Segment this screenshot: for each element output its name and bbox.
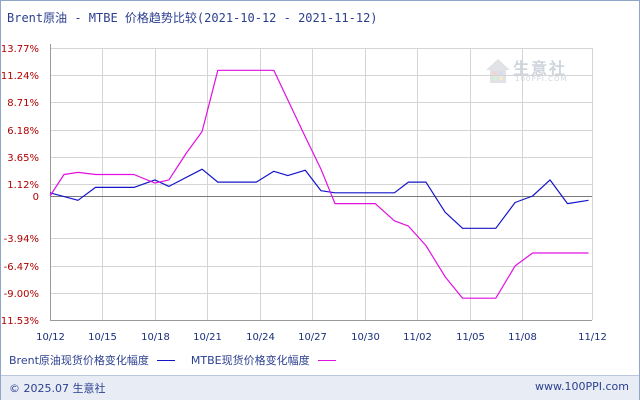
watermark-logo: 生意社 100PPI.COM	[485, 55, 585, 89]
y-tick-label: 6.18%	[7, 126, 39, 137]
x-tick-label: 10/24	[246, 332, 275, 343]
footer-url-link[interactable]: www.100PPI.com	[535, 380, 629, 393]
legend-swatch-brent	[156, 359, 175, 361]
x-tick-label: 11/02	[403, 332, 432, 343]
x-tick-label: 10/18	[141, 332, 170, 343]
chart-title: Brent原油 - MTBE 价格趋势比较(2021-10-12 - 2021-…	[7, 11, 378, 25]
legend-swatch-mtbe	[317, 359, 336, 361]
x-tick-label: 10/27	[298, 332, 327, 343]
watermark-url: 100PPI.COM	[515, 75, 568, 83]
x-tick-label: 10/30	[351, 332, 380, 343]
y-tick-label: 1.12%	[7, 180, 39, 191]
x-tick-label: 11/12	[578, 332, 607, 343]
series-line-mtbe	[49, 69, 589, 299]
y-tick-label: 13.77%	[1, 44, 39, 55]
y-tick-label: 3.65%	[7, 153, 39, 164]
footer-copyright: © 2025.07 生意社	[9, 382, 106, 395]
legend-label-mtbe: MTBE现货价格变化幅度	[190, 354, 310, 367]
series-line-brent	[49, 168, 589, 229]
legend-item-brent: Brent原油现货价格变化幅度	[9, 352, 175, 368]
line-chart: 13.77% 11.24% 8.71% 6.18% 3.65% 1.12%0 -3.94% -…	[1, 44, 607, 343]
x-tick-label: 11/08	[508, 332, 537, 343]
watermark-name: 生意社	[513, 59, 568, 78]
legend-label-brent: Brent原油现货价格变化幅度	[9, 354, 149, 367]
y-tick-label: -11.53%	[1, 316, 39, 327]
y-tick-label: 0	[33, 192, 39, 203]
house-logo-icon	[486, 59, 510, 83]
y-tick-label: -6.47%	[4, 262, 39, 273]
x-tick-label: 10/15	[88, 332, 117, 343]
footer-bar: © 2025.07 生意社 www.100PPI.com	[1, 375, 639, 400]
chart-legend: Brent原油现货价格变化幅度 MTBE现货价格变化幅度	[9, 352, 352, 368]
x-tick-label: 10/21	[193, 332, 222, 343]
legend-item-mtbe: MTBE现货价格变化幅度	[191, 352, 336, 368]
y-tick-label: -9.00%	[4, 289, 39, 300]
x-tick-label: 11/05	[456, 332, 485, 343]
x-tick-label: 10/12	[36, 332, 65, 343]
y-tick-label: -3.94%	[4, 234, 39, 245]
y-tick-label: 8.71%	[7, 98, 39, 109]
y-tick-label: 11.24%	[1, 71, 39, 82]
